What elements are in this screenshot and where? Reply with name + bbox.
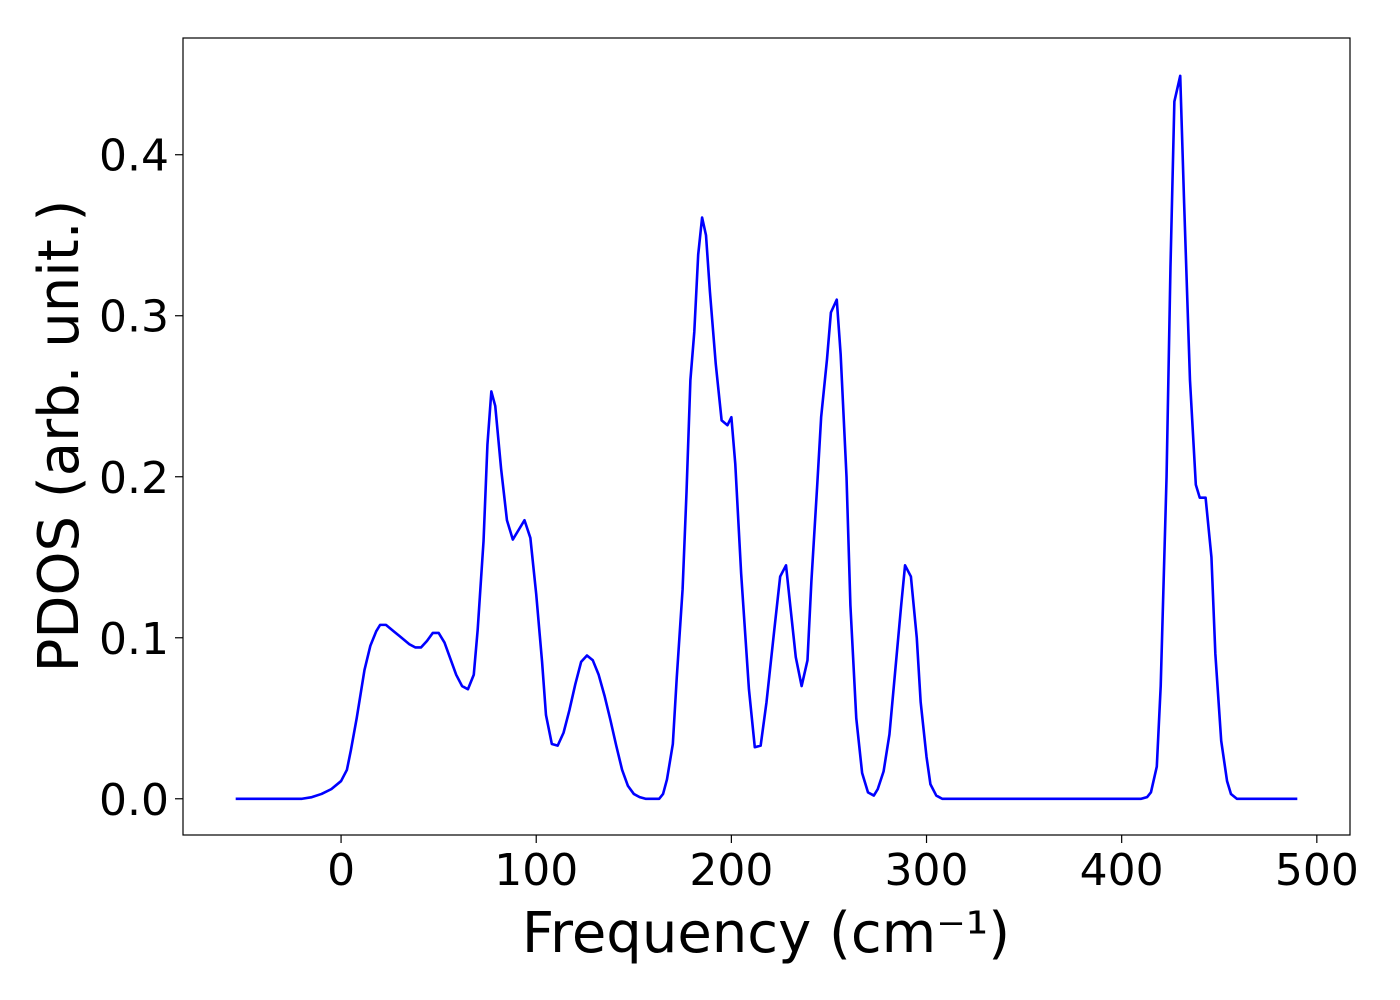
x-tick-label: 100 — [494, 845, 578, 896]
plot-frame — [182, 37, 1351, 836]
x-tick-label: 300 — [885, 845, 969, 896]
y-tick-label: 0.4 — [99, 131, 169, 182]
x-tick-label: 500 — [1275, 845, 1359, 896]
data-line — [235, 74, 1298, 801]
x-axis-label: Frequency (cm⁻¹) — [522, 901, 1010, 966]
x-tick-label: 400 — [1080, 845, 1164, 896]
y-tick-label: 0.2 — [99, 453, 169, 504]
x-tick-label: 200 — [689, 845, 773, 896]
x-tick-label: 0 — [327, 845, 355, 896]
y-axis-label: PDOS (arb. unit.) — [27, 200, 92, 673]
y-tick-label: 0.3 — [99, 292, 169, 343]
y-tick-label: 0.0 — [99, 775, 169, 826]
y-tick-label: 0.1 — [99, 614, 169, 665]
